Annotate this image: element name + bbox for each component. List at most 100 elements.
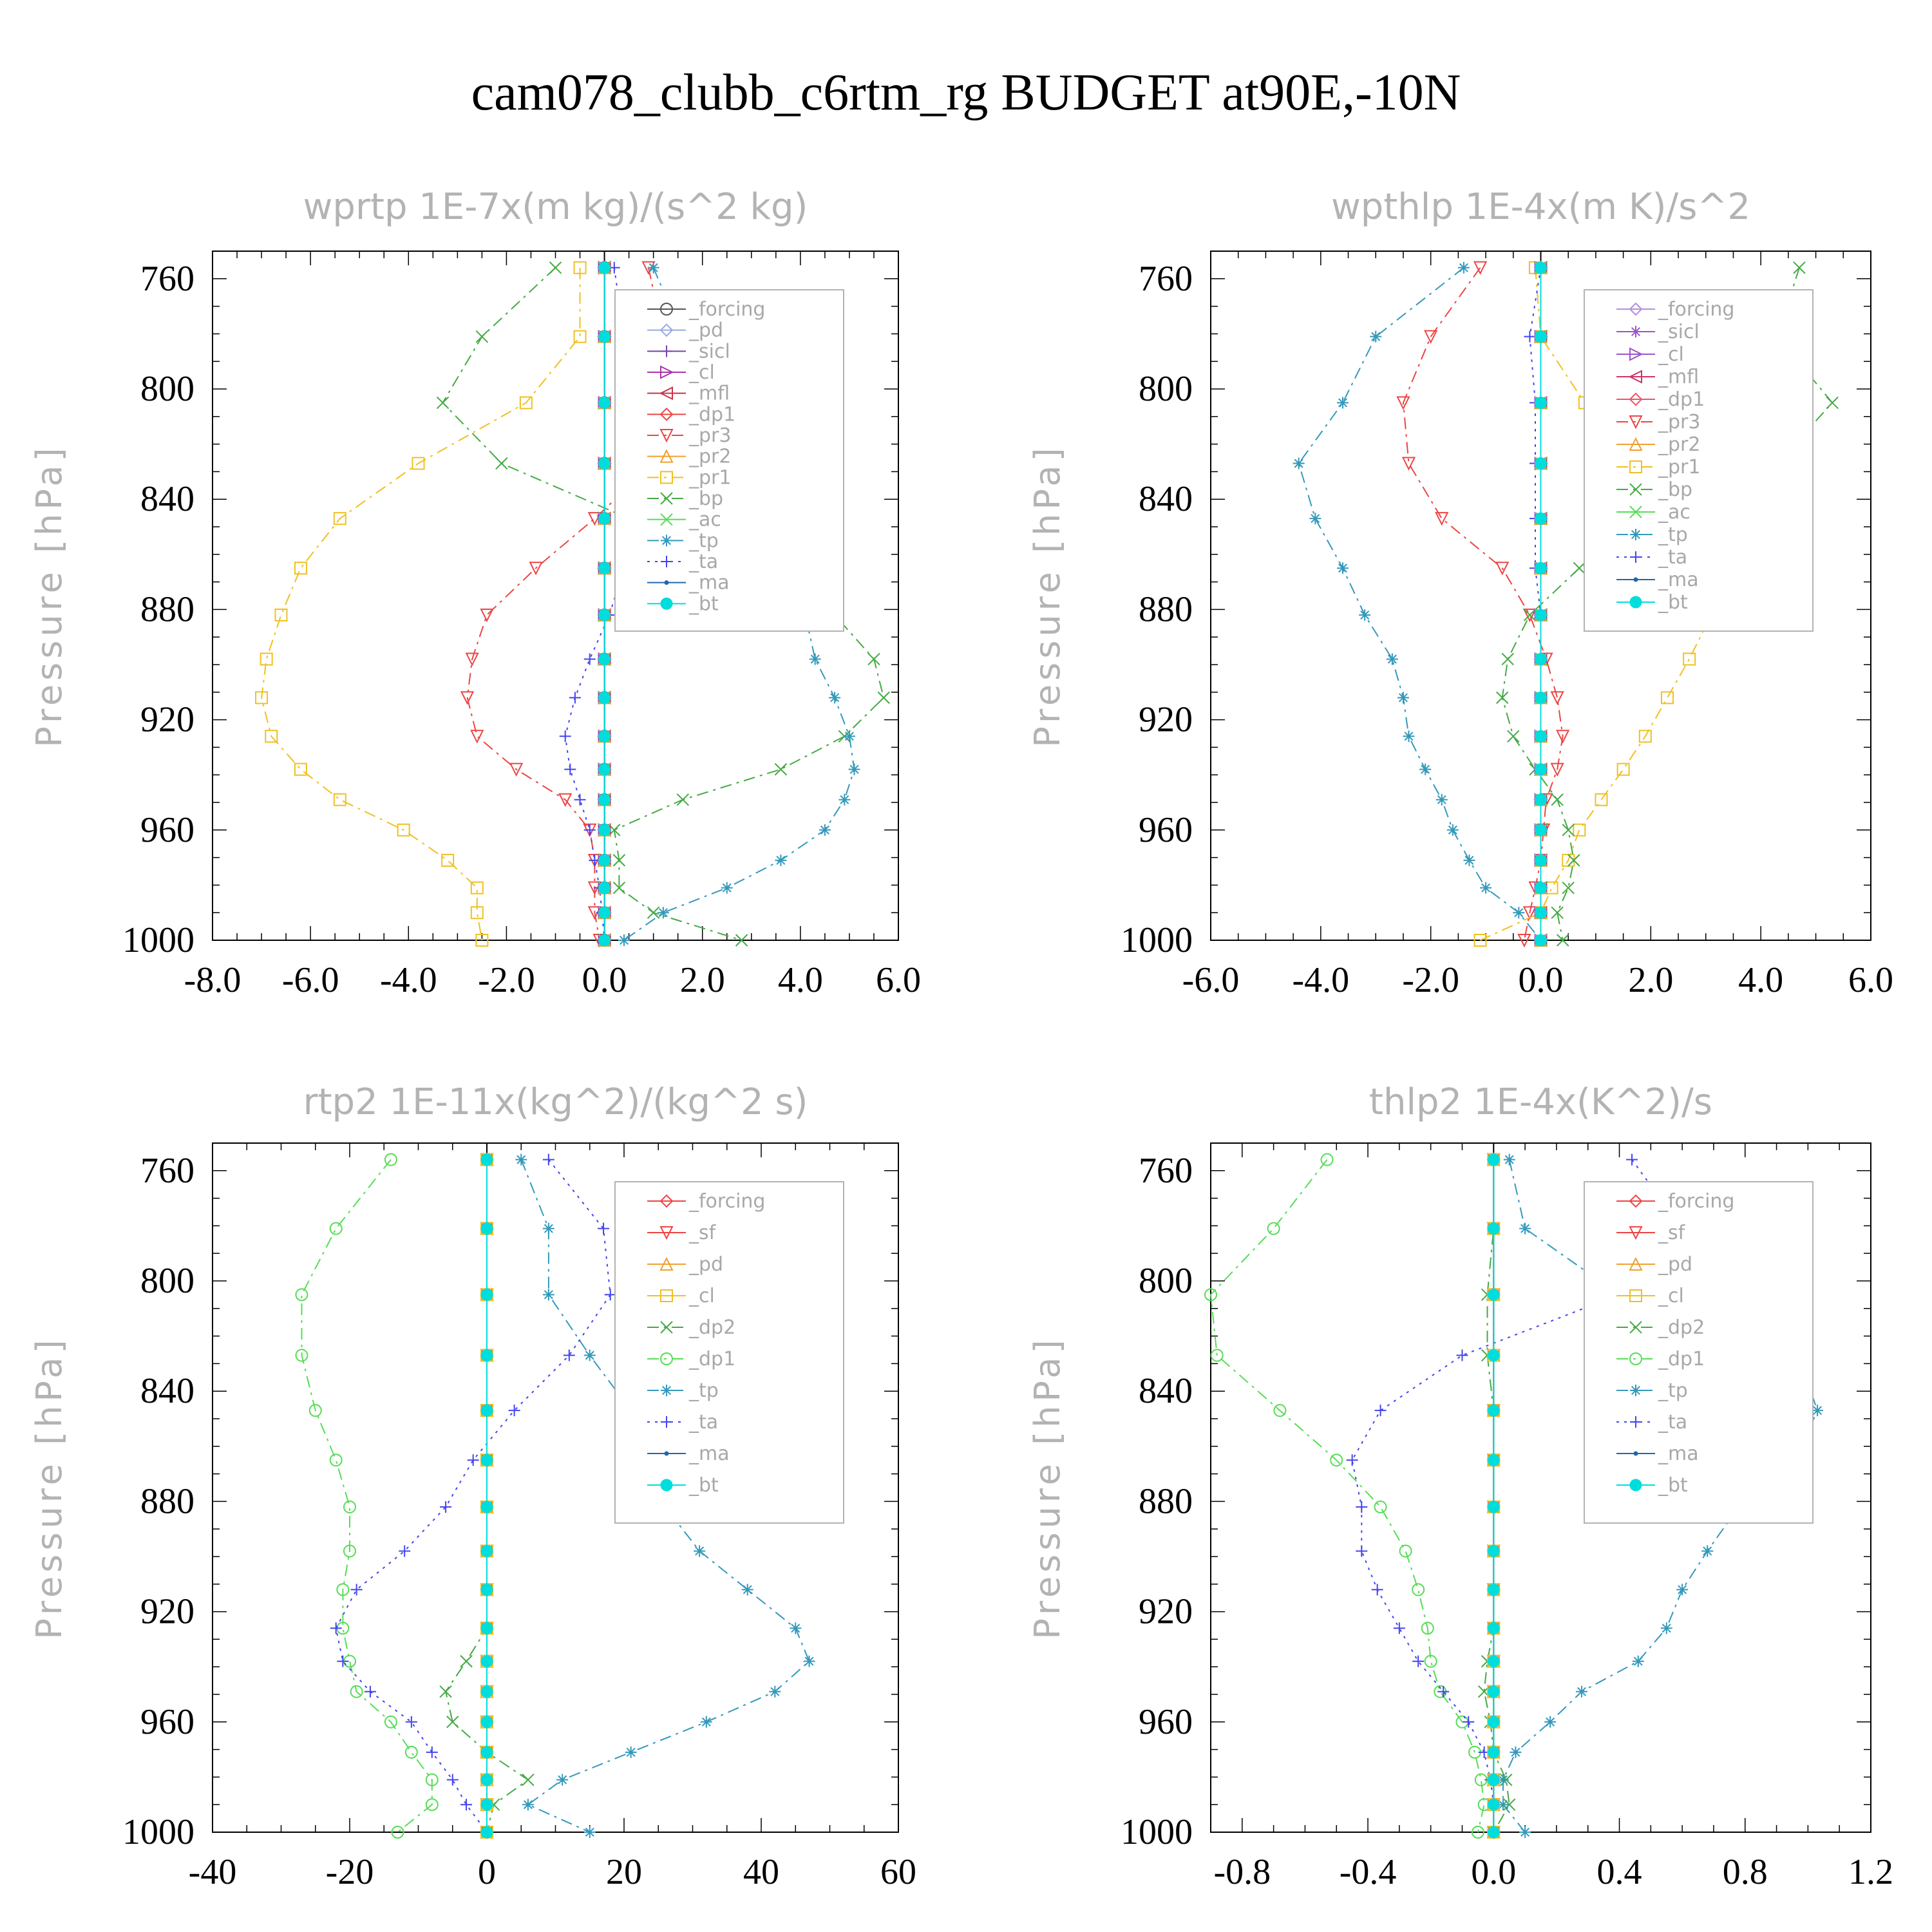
plot-frame [1210, 1142, 1871, 1833]
y-tick-label: 760 [140, 259, 194, 299]
data-point [404, 1745, 418, 1759]
data-point [1487, 1404, 1500, 1417]
series-line [261, 267, 581, 941]
data-point [467, 1454, 479, 1466]
legend-marker [661, 345, 672, 357]
data-point [480, 608, 494, 623]
x-tick-label: -6.0 [282, 960, 339, 1000]
legend-entry: _ma [688, 572, 730, 594]
y-tick-label: 920 [140, 1592, 194, 1632]
data-point [735, 934, 748, 947]
data-point [1660, 1622, 1672, 1634]
legend-entry: _ta [688, 551, 718, 573]
x-tick-label: -4.0 [1293, 960, 1350, 1000]
legend-marker [659, 1226, 674, 1240]
y-tick-label: 840 [140, 1371, 194, 1411]
data-point [1371, 1584, 1383, 1596]
figure-title: cam078_clubb_c6rtm_rg BUDGET at90E,-10N [471, 64, 1461, 121]
panels: wprtp 1E-7x(m kg)/(s^2 kg) Pressure [hPa]… [29, 186, 1893, 1892]
data-point [1386, 653, 1398, 665]
data-point [625, 1746, 637, 1758]
legend-entry: _dp1 [1658, 1348, 1705, 1370]
data-point [1403, 730, 1415, 743]
data-point [329, 1454, 343, 1467]
y-tick-label: 840 [140, 479, 194, 519]
data-point [475, 934, 489, 947]
data-point [1535, 763, 1547, 776]
legend-entry: _tp [1658, 1379, 1688, 1402]
legend-marker [1629, 415, 1643, 430]
data-point [1435, 512, 1449, 526]
legend-marker [1633, 577, 1638, 582]
data-point [1421, 1622, 1434, 1635]
legend-box [614, 1181, 844, 1524]
series-bt [598, 261, 611, 947]
legend-entry: _dp1 [688, 1348, 735, 1370]
data-point [583, 653, 596, 665]
data-point [308, 1404, 322, 1417]
legend-marker [659, 449, 674, 463]
data-point [1551, 906, 1564, 919]
data-point [1522, 906, 1537, 920]
data-point [1487, 1153, 1500, 1166]
y-axis-label: Pressure [hPa] [29, 1336, 70, 1639]
legend-marker [1629, 506, 1642, 518]
data-point [1273, 1404, 1287, 1417]
data-point [1356, 1501, 1368, 1513]
legend-marker [661, 535, 672, 547]
data-point [470, 881, 484, 895]
data-point [1626, 1153, 1638, 1166]
data-point [1510, 1746, 1522, 1758]
series-pr1 [255, 261, 587, 947]
series-line [301, 1159, 433, 1833]
data-point [1535, 457, 1547, 470]
data-point [1535, 882, 1547, 895]
data-point [1495, 562, 1510, 576]
y-tick-label: 880 [1139, 1481, 1193, 1521]
data-point [867, 652, 880, 666]
legend-entry: _forcing [1658, 1190, 1734, 1213]
data-point [1513, 907, 1525, 919]
x-tick-label: 2.0 [1628, 960, 1673, 1000]
data-point [1793, 261, 1806, 274]
legend: _forcing _sf _pd _cl _dp2 _dp1 _tp _ta _ma _bt [614, 1181, 844, 1524]
data-point [819, 824, 831, 836]
chart-panel-3: rtp2 1E-11x(kg^2)/(kg^2 s) Pressure [hPa]… [29, 1081, 916, 1892]
legend-entry: _pd [688, 319, 723, 342]
legend-marker [660, 492, 673, 505]
data-point [1595, 793, 1608, 806]
data-point [412, 457, 425, 470]
data-point [1487, 1544, 1500, 1557]
data-point [470, 730, 484, 744]
data-point [1419, 763, 1432, 775]
data-point [598, 793, 611, 806]
legend-entry: _forcing [688, 298, 765, 321]
data-point [829, 692, 841, 704]
legend-marker [1630, 326, 1642, 337]
data-point [1424, 1654, 1437, 1668]
data-point [1397, 692, 1409, 704]
data-point [1573, 562, 1586, 574]
data-point [769, 1685, 781, 1698]
data-point [1507, 730, 1520, 743]
data-point [399, 1545, 411, 1557]
data-point [598, 562, 611, 574]
data-point [1374, 1500, 1387, 1513]
legend-entry: _ta [688, 1411, 718, 1434]
legend-marker [1629, 1289, 1642, 1302]
data-point [1374, 1405, 1387, 1417]
data-point [1567, 854, 1580, 867]
data-point [556, 1774, 569, 1786]
data-point [350, 1685, 363, 1698]
legend: _forcing _sf _pd _cl _dp2 _dp1 _tp _ta _ma _bt [1584, 1181, 1814, 1524]
data-point [1473, 261, 1488, 275]
legend-marker [660, 1321, 673, 1334]
data-point [1412, 1655, 1425, 1667]
data-point [774, 762, 788, 776]
data-point [741, 1584, 753, 1596]
data-point [480, 1716, 493, 1728]
legend-marker [1630, 551, 1642, 563]
data-point [790, 1622, 802, 1634]
data-point [775, 854, 787, 866]
